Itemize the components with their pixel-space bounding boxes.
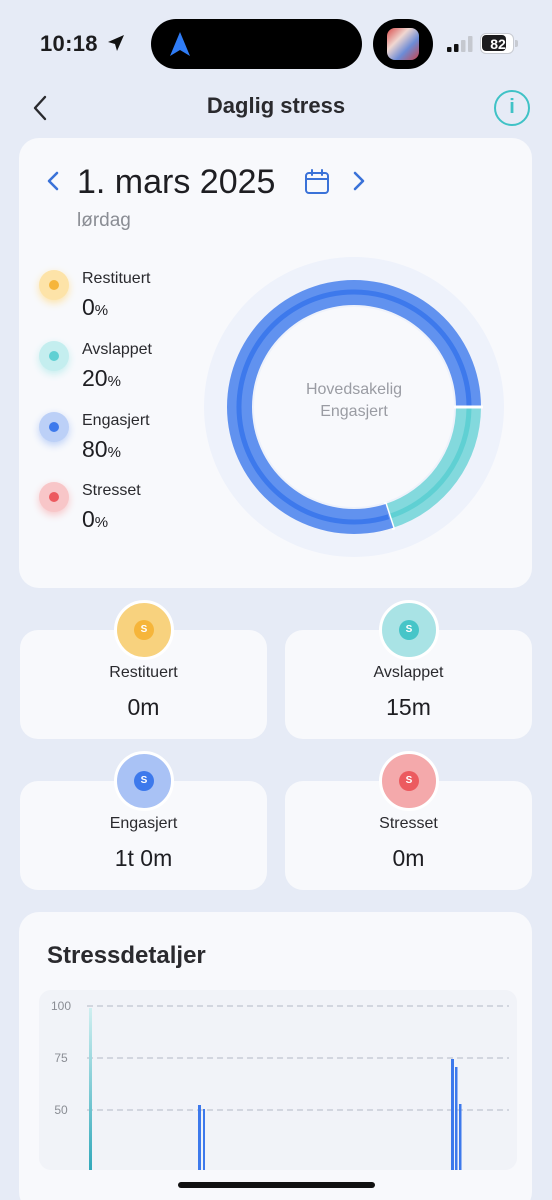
legend-value: 20% (82, 365, 121, 392)
legend-number: 0 (82, 294, 95, 320)
stress-bar (203, 1109, 205, 1170)
donut-label-line2: Engasjert (320, 403, 388, 420)
previous-day-button[interactable] (41, 168, 65, 194)
avslappet-dot-icon (39, 341, 69, 371)
legend-value: 0% (82, 294, 108, 321)
legend-unit: % (107, 373, 121, 390)
duration-value: 1t 0m (114, 845, 173, 871)
legend-name: Engasjert (82, 412, 150, 429)
stress-bar (89, 1008, 92, 1170)
stress-bar (459, 1104, 462, 1170)
avslappet-badge-icon: S (379, 600, 439, 660)
restituert-dot-icon (39, 270, 69, 300)
badge-letter: S (399, 771, 419, 791)
battery-level: 82 (490, 36, 506, 52)
duration-card-avslappet[interactable]: Avslappet 15m (285, 630, 532, 739)
legend-name: Avslappet (82, 341, 152, 358)
duration-name: Stresset (379, 815, 438, 832)
donut-segments (226, 280, 483, 534)
battery-body: 82 (480, 33, 514, 54)
stress-detail-chart[interactable]: 100 75 50 (39, 990, 517, 1170)
dynamic-island[interactable] (151, 19, 362, 69)
duration-name: Restituert (109, 664, 178, 681)
chevron-left-icon (33, 95, 47, 121)
stress-detail-chart-svg: 100 75 50 (51, 999, 509, 1170)
stress-summary-card: 1. mars 2025 lørdag Restituert 0% Avslap… (19, 138, 532, 588)
donut-label-line1: Hovedsakelig (305, 381, 403, 398)
donut-segment-avslappet[interactable] (385, 407, 481, 528)
legend-name: Restituert (82, 270, 151, 287)
legend-number: 20 (82, 365, 108, 391)
donut-stripe-engasjert (236, 289, 472, 525)
duration-value: 0m (127, 694, 160, 720)
stresset-badge-icon: S (379, 751, 439, 811)
y-tick-label: 50 (54, 1103, 68, 1117)
y-tick-label: 75 (54, 1051, 68, 1065)
calendar-icon[interactable] (303, 168, 331, 196)
stress-donut-chart[interactable] (199, 252, 509, 562)
legend-number: 0 (82, 506, 95, 532)
legend-item-avslappet: Avslappet 20% (39, 335, 219, 399)
duration-value: 0m (392, 845, 425, 871)
legend-item-restituert: Restituert 0% (39, 264, 219, 328)
page-title: Daglig stress (206, 93, 346, 118)
badge-letter: S (134, 771, 154, 791)
media-thumbnail-icon (387, 28, 419, 60)
stress-bar (451, 1059, 454, 1170)
home-indicator[interactable] (178, 1182, 375, 1188)
badge-letter: S (399, 620, 419, 640)
stress-bar (455, 1067, 458, 1170)
donut-separator (383, 501, 396, 531)
date-label: 1. mars 2025 (77, 163, 276, 201)
weekday-label: lørdag (77, 210, 131, 231)
legend-number: 80 (82, 436, 108, 462)
cellular-signal-icon (447, 36, 473, 52)
status-time: 10:18 (40, 31, 98, 56)
stresset-dot-icon (39, 482, 69, 512)
stress-details-card: Stressdetaljer 100 75 50 (19, 912, 532, 1200)
duration-name: Engasjert (109, 815, 178, 832)
details-title: Stressdetaljer (47, 942, 206, 969)
duration-name: Avslappet (373, 664, 444, 681)
stress-bar (198, 1105, 201, 1170)
legend-value: 0% (82, 506, 108, 533)
duration-value: 15m (386, 694, 431, 720)
legend-unit: % (94, 302, 109, 319)
status-bar: 10:18 82 (0, 0, 552, 86)
legend-unit: % (94, 514, 109, 531)
legend-item-engasjert: Engasjert 80% (39, 406, 219, 470)
battery-tip (515, 40, 518, 47)
legend-item-stresset: Stresset 0% (39, 476, 219, 540)
legend-unit: % (107, 444, 121, 461)
battery-icon: 82 (480, 33, 518, 54)
live-activity-thumbnail[interactable] (373, 19, 433, 69)
badge-letter: S (134, 620, 154, 640)
restituert-badge-icon: S (114, 600, 174, 660)
engasjert-badge-icon: S (114, 751, 174, 811)
legend-value: 80% (82, 436, 121, 463)
donut-center (254, 307, 454, 507)
donut-center-label: Hovedsakelig Engasjert (199, 379, 509, 423)
next-day-button[interactable] (347, 168, 371, 194)
navigation-arrow-icon (170, 32, 190, 56)
battery-fill (482, 35, 506, 51)
location-arrow-icon (108, 35, 124, 51)
y-tick-label: 100 (51, 999, 71, 1013)
back-button[interactable] (22, 88, 58, 128)
donut-stripe-avslappet (389, 408, 472, 519)
info-button[interactable]: i (494, 90, 530, 126)
engasjert-dot-icon (39, 412, 69, 442)
legend-name: Stresset (82, 482, 141, 499)
